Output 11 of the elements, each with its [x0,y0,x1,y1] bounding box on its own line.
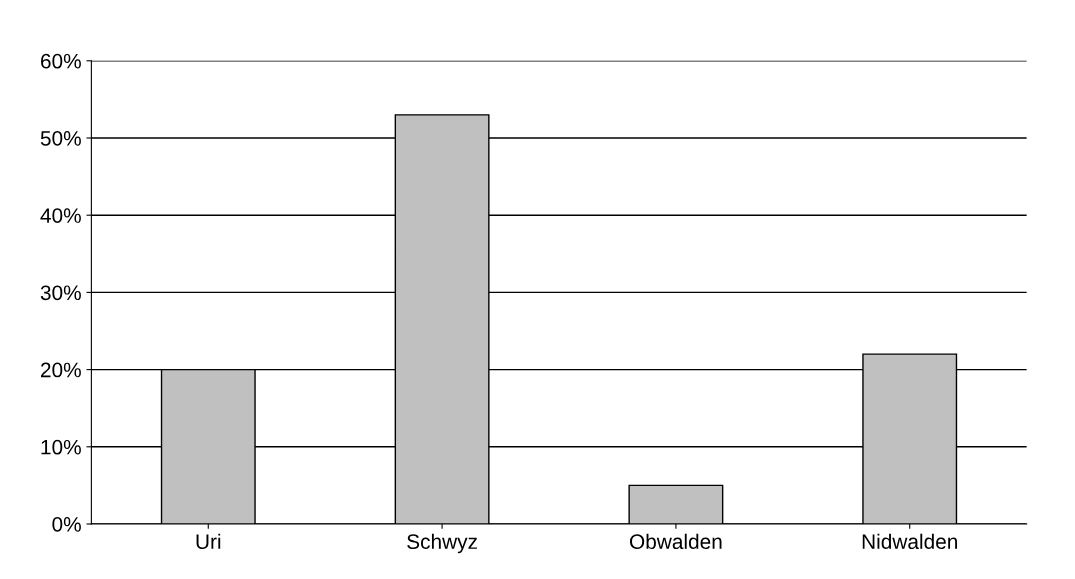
y-tick-label: 0% [52,517,81,532]
x-tick-label: Uri [196,533,221,550]
x-tick-label: Nidwalden [862,533,958,550]
y-tick-label: 40% [40,208,81,223]
x-tick-label: Schwyz [407,533,477,554]
y-tick-label: 30% [40,285,81,301]
x-tick-label: Obwalden [629,533,722,550]
y-tick-label: 50% [40,131,81,146]
y-tick-label: 20% [41,362,81,378]
y-tick-label: 10% [41,439,81,455]
y-tick-label: 60% [41,53,81,69]
